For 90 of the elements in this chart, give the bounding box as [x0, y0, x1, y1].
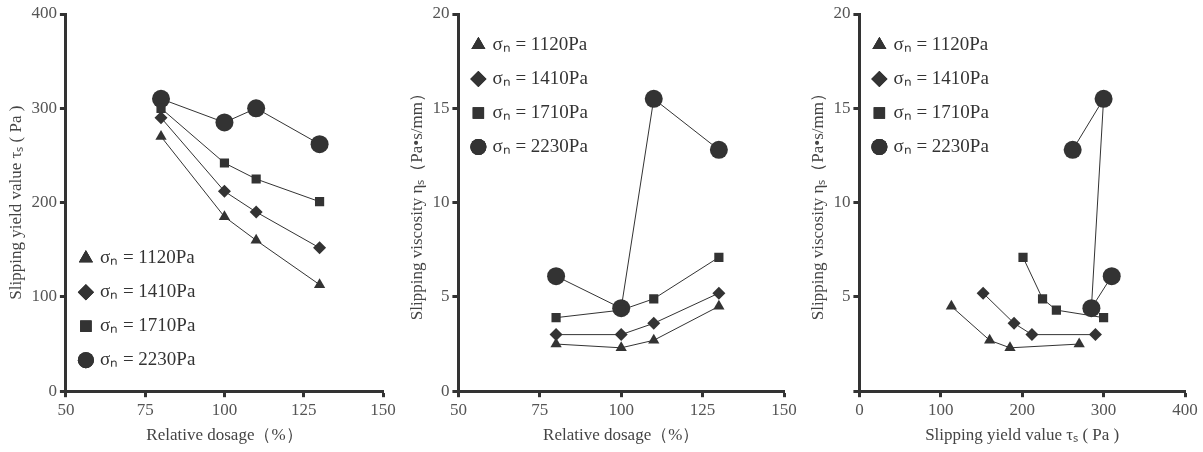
x-tick-label: 300 — [1090, 399, 1117, 419]
x-axis-title: Slipping yield value τₛ ( Pa ) — [925, 425, 1120, 445]
y-tick-label: 0 — [48, 380, 57, 400]
point — [1037, 294, 1048, 304]
x-tick-label: 0 — [855, 399, 864, 419]
point — [551, 313, 561, 323]
point — [313, 241, 327, 255]
point — [1094, 89, 1113, 108]
y-axis-title: Slipping viscosity ηₛ（Pa•s/mm） — [807, 85, 827, 321]
legend-label: σₙ = 2230Pa — [492, 134, 589, 156]
point — [647, 316, 661, 330]
point — [649, 294, 659, 304]
x-axis-title: Relative dosage（%） — [146, 425, 303, 445]
x-tick-label: 125 — [290, 399, 317, 419]
y-tick-label: 20 — [432, 3, 450, 23]
y-tick-label: 5 — [841, 286, 851, 306]
y-axis-title: Slipping yield value τₛ ( Pa ) — [5, 105, 25, 300]
legend-label: σₙ = 2230Pa — [893, 134, 990, 156]
y-tick-label: 20 — [833, 3, 851, 23]
point — [713, 299, 725, 310]
y-tick-label: 10 — [432, 192, 450, 212]
point — [709, 140, 728, 159]
y-tick-label: 10 — [833, 192, 851, 212]
x-tick-label: 400 — [1172, 399, 1198, 419]
point — [217, 184, 231, 198]
point — [615, 341, 627, 352]
point — [984, 333, 996, 344]
point — [155, 130, 167, 140]
x-tick-label: 75 — [136, 399, 154, 419]
point — [549, 328, 563, 342]
point — [714, 252, 724, 262]
y-tick-label: 15 — [432, 97, 450, 117]
point — [310, 135, 329, 154]
point — [712, 286, 726, 300]
point — [1073, 337, 1085, 348]
x-tick-label: 200 — [1009, 399, 1035, 419]
point — [648, 333, 660, 344]
point — [1102, 267, 1121, 286]
y-tick-label: 0 — [440, 380, 450, 400]
point — [614, 328, 628, 342]
y-tick-label: 300 — [31, 97, 57, 117]
x-tick-label: 100 — [211, 399, 238, 419]
y-tick-label: 100 — [31, 286, 57, 306]
point — [251, 174, 261, 184]
point — [219, 158, 230, 168]
y-tick-label: 15 — [833, 97, 851, 117]
y-axis-title: Slipping viscosity ηₛ（Pa•s/mm） — [406, 85, 426, 321]
point — [945, 299, 958, 310]
legend-label: σₙ = 1410Pa — [893, 66, 990, 88]
point — [1088, 328, 1102, 342]
x-axis-title: Relative dosage（%） — [543, 425, 700, 445]
point — [1004, 341, 1016, 352]
x-tick-label: 50 — [57, 399, 75, 419]
point — [1082, 299, 1101, 318]
point — [249, 205, 263, 219]
x-tick-label: 150 — [370, 399, 396, 419]
legend-label: σₙ = 1410Pa — [492, 66, 589, 88]
x-tick-label: 125 — [689, 399, 716, 419]
legend-label: σₙ = 1120Pa — [893, 32, 989, 54]
x-tick-label: 75 — [531, 399, 549, 419]
legend-label: σₙ = 1710Pa — [893, 100, 990, 122]
point — [215, 113, 234, 132]
x-tick-label: 150 — [771, 399, 797, 419]
point — [644, 89, 663, 108]
point — [154, 111, 168, 125]
point — [547, 267, 566, 286]
y-tick-label: 5 — [440, 286, 450, 306]
point — [1007, 316, 1021, 330]
point — [976, 286, 990, 300]
y-tick-label: 400 — [31, 3, 57, 23]
legend-label: σₙ = 1710Pa — [99, 314, 196, 336]
point — [313, 278, 326, 288]
point — [218, 210, 231, 220]
x-tick-label: 100 — [928, 399, 954, 419]
point — [250, 233, 262, 244]
legend-label: σₙ = 1120Pa — [492, 32, 588, 54]
point — [1018, 252, 1028, 262]
point — [314, 197, 325, 207]
legend-label: σₙ = 1710Pa — [492, 100, 589, 122]
point — [1099, 313, 1109, 323]
point — [1063, 140, 1082, 159]
y-tick-label: 200 — [31, 192, 57, 212]
point — [1025, 328, 1039, 342]
legend-label: σₙ = 1410Pa — [99, 280, 196, 302]
point — [247, 99, 266, 118]
point — [1051, 305, 1061, 315]
x-tick-label: 50 — [449, 399, 467, 419]
legend-label: σₙ = 2230Pa — [99, 348, 196, 370]
legend-label: σₙ = 1120Pa — [99, 246, 196, 268]
x-tick-label: 100 — [608, 399, 634, 419]
